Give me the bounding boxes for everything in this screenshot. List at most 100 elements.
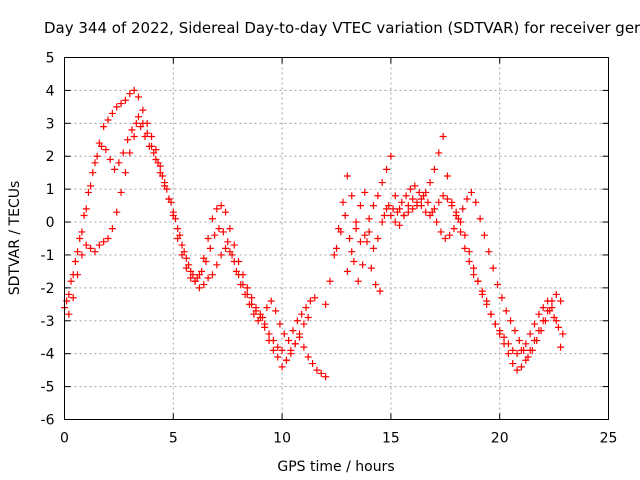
data-point	[82, 241, 90, 249]
data-point	[524, 353, 532, 361]
data-point	[293, 317, 301, 325]
data-point	[467, 188, 475, 196]
data-point	[430, 165, 438, 173]
data-point	[348, 248, 356, 256]
data-point	[513, 350, 521, 358]
data-point	[483, 300, 491, 308]
data-point	[278, 363, 286, 371]
data-point	[498, 294, 506, 302]
x-tick-label: 5	[169, 431, 178, 447]
data-point	[165, 195, 173, 203]
data-point	[363, 238, 371, 246]
data-point	[267, 297, 275, 305]
data-point	[463, 195, 471, 203]
data-point	[182, 254, 190, 262]
data-point	[504, 340, 512, 348]
data-point	[509, 360, 517, 368]
data-point	[113, 103, 121, 111]
data-point	[443, 195, 451, 203]
data-point	[87, 182, 95, 190]
data-point	[354, 277, 362, 285]
data-point	[374, 235, 382, 242]
data-point	[415, 188, 423, 196]
data-point	[74, 271, 82, 279]
data-point	[533, 337, 541, 345]
data-point	[65, 310, 73, 318]
data-point	[426, 211, 434, 219]
data-point	[280, 330, 288, 338]
x-tick-label: 0	[60, 431, 69, 447]
data-point	[208, 215, 216, 223]
data-point	[435, 149, 443, 157]
x-tick-label: 20	[491, 431, 509, 447]
data-points	[61, 86, 567, 381]
data-point	[80, 211, 88, 219]
data-point	[359, 261, 367, 269]
data-point	[369, 244, 377, 252]
data-point	[208, 271, 216, 279]
data-point	[450, 225, 458, 233]
data-point	[409, 195, 417, 203]
data-point	[478, 290, 486, 298]
data-point	[517, 346, 525, 354]
y-tick-label: -4	[41, 347, 55, 363]
data-point	[309, 360, 317, 368]
data-point	[548, 304, 556, 312]
data-point	[380, 211, 388, 219]
data-point	[130, 132, 138, 140]
data-point	[459, 205, 467, 213]
data-point	[215, 225, 223, 233]
data-point	[350, 258, 358, 266]
data-point	[243, 290, 251, 298]
data-point	[139, 106, 147, 114]
data-point	[252, 307, 260, 315]
data-point	[522, 340, 530, 348]
data-point	[200, 281, 208, 289]
data-point	[424, 198, 432, 206]
data-point	[485, 248, 493, 256]
data-point	[178, 241, 186, 249]
data-point	[487, 310, 495, 318]
data-point	[117, 100, 125, 108]
data-point	[446, 231, 454, 239]
data-point	[472, 198, 480, 206]
data-point	[272, 307, 280, 315]
data-point	[121, 96, 129, 104]
data-point	[426, 179, 434, 187]
data-point	[226, 225, 234, 233]
data-point	[87, 244, 95, 252]
data-point	[174, 225, 182, 233]
data-point	[439, 192, 447, 200]
data-point	[554, 323, 562, 331]
data-point	[202, 258, 210, 266]
data-point	[204, 274, 212, 282]
data-point	[552, 317, 560, 325]
data-point	[504, 350, 512, 358]
series-track-5	[333, 182, 567, 361]
data-point	[393, 208, 401, 216]
y-tick-label: -3	[41, 314, 55, 330]
data-point	[276, 320, 284, 328]
data-point	[104, 235, 112, 242]
data-point	[404, 202, 412, 210]
data-point	[256, 310, 264, 318]
data-point	[413, 198, 421, 206]
data-point	[330, 251, 338, 259]
data-point	[387, 211, 395, 219]
data-point	[108, 225, 116, 233]
data-point	[69, 294, 77, 302]
x-tick-label: 15	[382, 431, 400, 447]
data-point	[226, 248, 234, 256]
data-point	[213, 261, 221, 269]
data-point	[457, 218, 465, 226]
data-point	[106, 156, 114, 164]
data-point	[476, 215, 484, 223]
data-point	[211, 231, 219, 239]
data-point	[148, 142, 156, 150]
data-point	[111, 165, 119, 173]
data-point	[274, 343, 282, 351]
data-point	[82, 205, 90, 213]
data-point	[339, 198, 347, 206]
data-point	[513, 366, 521, 374]
data-point	[274, 353, 282, 361]
